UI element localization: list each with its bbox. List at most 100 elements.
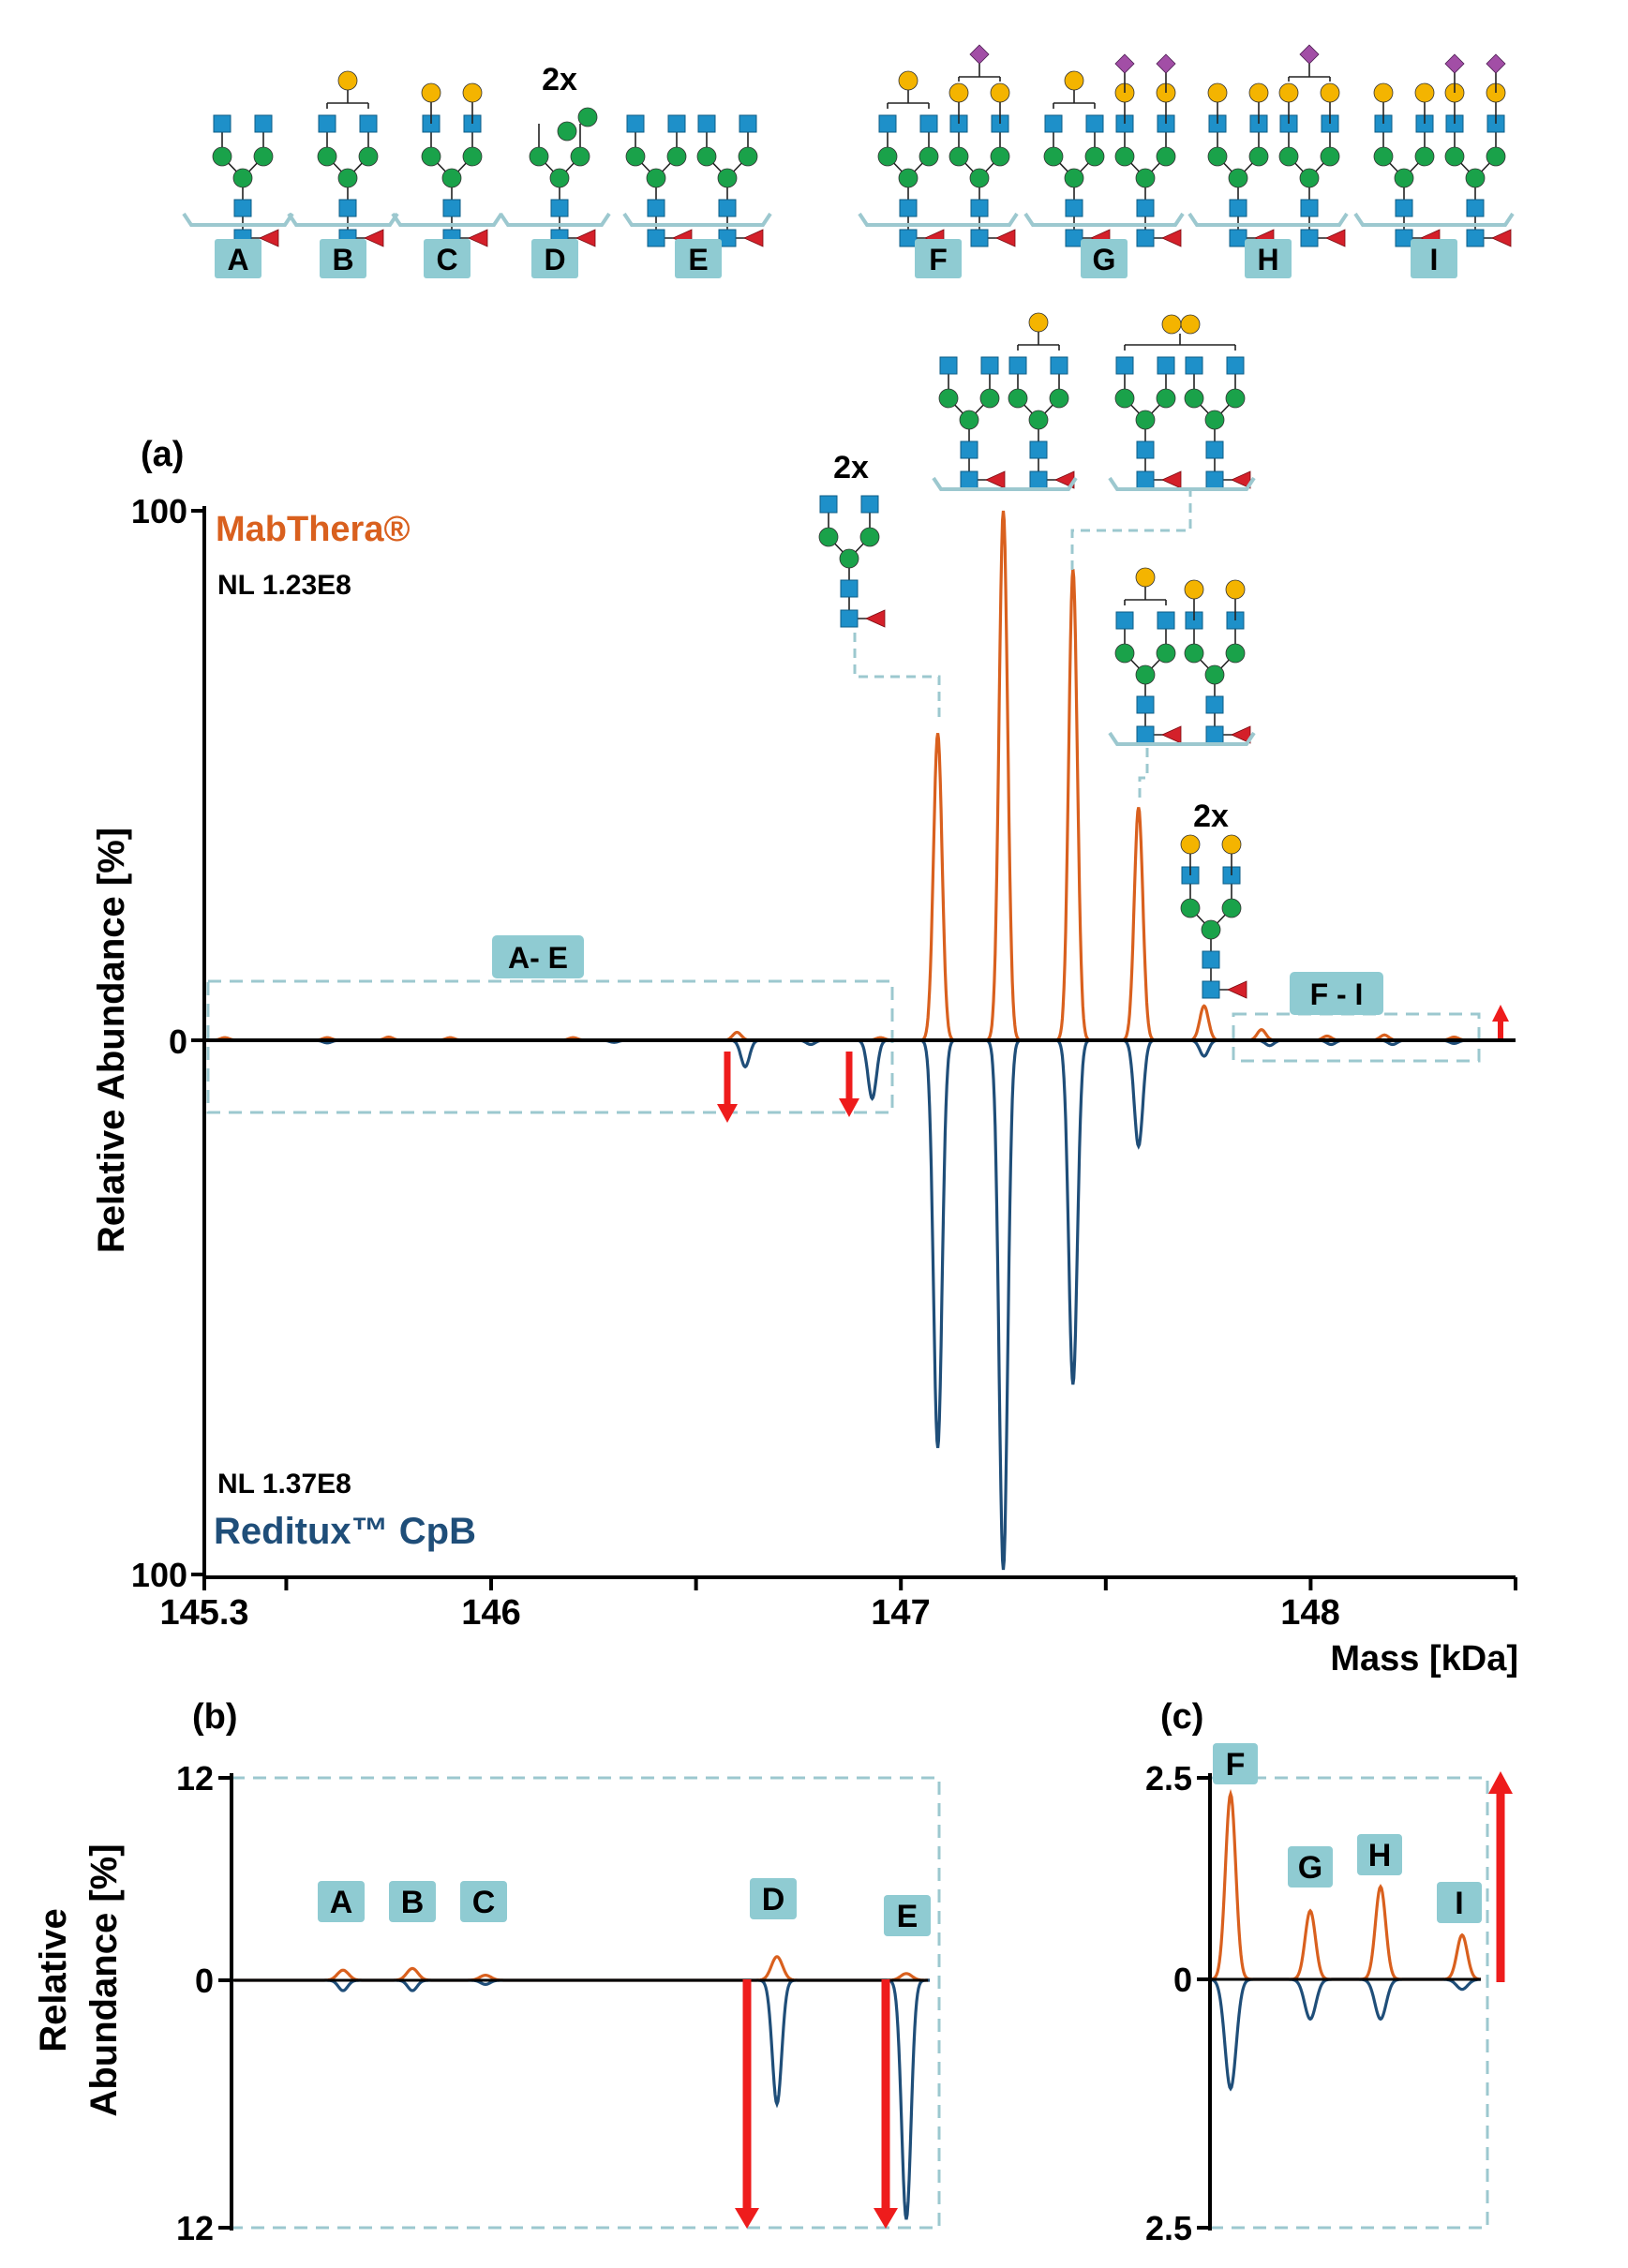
mannose-circle-icon (1156, 146, 1176, 167)
mannose-circle-icon (549, 168, 570, 188)
glcnac-square-icon (1185, 356, 1203, 375)
glcnac-square-icon (1136, 229, 1155, 247)
glcnac-square-icon (667, 114, 686, 133)
panel-c-label-bg-I (1437, 1882, 1482, 1923)
panel-b-peak-labels: A B C D E (318, 1878, 931, 1936)
mabthera-series-name: MabThera® (216, 510, 410, 549)
annot-2x-left: 2x (833, 450, 869, 485)
x-tick-label-0: 145.3 (159, 1593, 248, 1633)
legend-label-I: I (1430, 243, 1439, 276)
mabthera-trace (204, 510, 1516, 1042)
legend-glycan-C: C (391, 82, 503, 278)
panel-b-label-bg-D (750, 1878, 797, 1919)
legend-label-A-bg (215, 239, 261, 278)
mannose-circle-icon (1444, 146, 1465, 167)
glcnac-square-icon (1136, 695, 1155, 714)
mannose-circle-icon (1221, 898, 1242, 918)
mannose-circle-icon (938, 388, 959, 409)
mannose-circle-icon (337, 168, 358, 188)
mannose-circle-icon (738, 146, 758, 167)
mannose-circle-icon (1465, 168, 1486, 188)
galactose-circle-icon (1207, 82, 1228, 103)
panel-c-label: (c) (1160, 1697, 1203, 1737)
glcnac-square-icon (213, 114, 232, 133)
galactose-circle-icon (1064, 70, 1084, 91)
arrow-down-d (717, 1052, 738, 1123)
mannose-circle-icon (1248, 146, 1269, 167)
mannose-circle-icon (1184, 388, 1204, 409)
galactose-circle-icon (1248, 82, 1269, 103)
glcnac-square-icon (550, 199, 569, 217)
mannose-circle-icon (666, 146, 687, 167)
mannose-circle-icon (1008, 388, 1028, 409)
panel-b-label-B: B (401, 1885, 425, 1920)
glcnac-square-icon (919, 114, 938, 133)
antibody-holder (932, 476, 1078, 491)
panel-b-frame (230, 1776, 941, 2230)
panel-c-label-G: G (1298, 1850, 1322, 1886)
panel-c-label-bg-G (1288, 1846, 1333, 1888)
mannose-circle-icon (1228, 168, 1248, 188)
fucose-triangle-icon (1161, 470, 1182, 489)
glcnac-square-icon (899, 199, 918, 217)
panel-b-label-E: E (897, 1899, 919, 1934)
sialic-diamond-icon (1114, 53, 1135, 74)
galactose-circle-icon (1180, 834, 1201, 855)
legend-2x-label: 2x (542, 62, 577, 97)
mannose-circle-icon (990, 146, 1010, 167)
mannose-circle-icon (919, 146, 939, 167)
mannose-circle-icon (1114, 643, 1135, 664)
mannose-circle-icon (959, 410, 979, 430)
mannose-circle-icon (1225, 388, 1246, 409)
galactose-circle-icon (1320, 82, 1340, 103)
fucose-triangle-icon (259, 229, 279, 247)
legend-glycan-H: H (1187, 44, 1349, 278)
panel-b-y-tick-label-zero: 0 (195, 1962, 214, 2000)
glcnac-square-icon (718, 229, 737, 247)
glcnac-square-icon (254, 114, 273, 133)
glcnac-square-icon (1029, 440, 1048, 459)
glcnac-square-icon (1205, 695, 1224, 714)
antibody-holder (1187, 212, 1349, 227)
mannose-circle-icon (1135, 664, 1156, 685)
mannose-circle-icon (1180, 898, 1201, 918)
legend-label-E: E (688, 243, 708, 276)
panel-a: (a) A- E F - I 100 0 100 145.3 146 147 1… (91, 312, 1518, 1679)
glcnac-square-icon (1202, 950, 1220, 969)
antibody-holder (499, 212, 611, 227)
galactose-circle-icon (1373, 82, 1394, 103)
y-tick-label-zero: 0 (169, 1022, 187, 1061)
mannose-circle-icon (1135, 168, 1156, 188)
peak-structure-4 (1108, 567, 1256, 746)
glcnac-square-icon (1157, 356, 1175, 375)
panel-b-y-tick-label-top: 12 (176, 1759, 214, 1798)
mannose-circle-icon (1084, 146, 1105, 167)
glcnac-square-icon (739, 114, 757, 133)
mannose-circle-icon (696, 146, 717, 167)
panel-b-arrow-e (874, 1979, 898, 2229)
glcnac-square-icon (1050, 356, 1068, 375)
mannose-circle-icon (529, 146, 549, 167)
glcnac-square-icon (970, 229, 989, 247)
reditux-nl: NL 1.37E8 (217, 1469, 351, 1500)
mannose-circle-icon (877, 146, 898, 167)
glcnac-square-icon (1157, 611, 1175, 630)
panel-c: (c) 2.5 0 2.5 F G H I (1145, 1697, 1513, 2247)
mannose-circle-icon (859, 527, 880, 547)
x-tick-label-2: 147 (871, 1593, 930, 1633)
legend-glycan-A: A (182, 114, 294, 278)
antibody-holder (1023, 212, 1185, 227)
glcnac-square-icon (442, 199, 461, 217)
mannose-circle-icon (1204, 664, 1225, 685)
mannose-circle-icon (232, 168, 253, 188)
glcnac-square-icon (1229, 199, 1247, 217)
mannose-circle-icon (1394, 168, 1414, 188)
arrow-down-e (839, 1052, 859, 1117)
panel-b-ylabel-1: Relative (33, 1908, 74, 2052)
arrow-up-fi (1492, 1005, 1509, 1038)
panel-b-arrow-d (735, 1979, 759, 2229)
fucose-triangle-icon (1161, 725, 1182, 744)
glcnac-square-icon (1136, 440, 1155, 459)
galactose-circle-icon (462, 82, 483, 103)
mannose-circle-icon (421, 146, 441, 167)
